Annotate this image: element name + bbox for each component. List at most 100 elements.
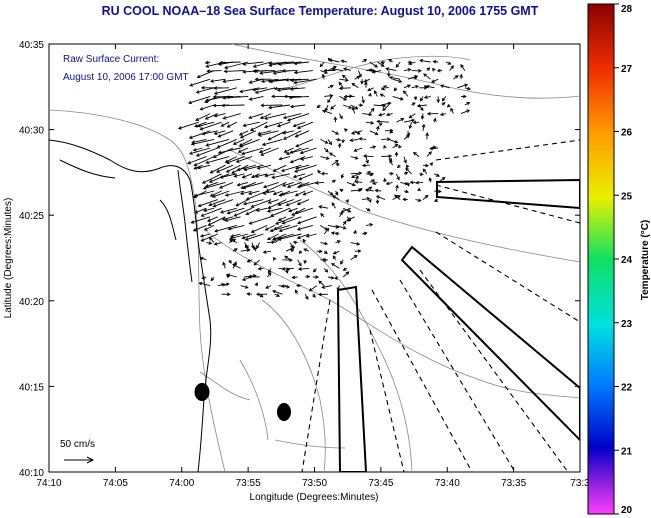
velocity-arrow-icon [359,138,367,140]
current-label-line2: August 10, 2006 17:00 GMT [63,72,189,83]
colorbar-tick-label: 26 [621,128,633,139]
colorbar-tick-label: 23 [621,319,633,330]
velocity-arrow-icon [245,211,250,216]
velocity-arrow-icon [213,242,218,246]
velocity-arrow-icon [286,184,291,189]
velocity-arrow-icon [214,130,226,135]
velocity-arrow-icon [277,121,291,127]
velocity-arrow-icon [226,164,241,173]
velocity-arrow-icon [205,156,230,164]
velocity-arrow-icon [289,95,310,99]
velocity-arrow-icon [422,124,425,131]
velocity-arrow-icon [369,108,375,114]
velocity-arrow-icon [188,100,192,105]
velocity-arrow-icon [324,268,329,273]
velocity-arrow-icon [278,61,302,65]
velocity-arrow-icon [330,104,336,110]
velocity-arrow-icon [284,147,294,153]
velocity-arrow-icon [324,107,329,112]
y-tick-label: 40:20 [19,297,44,308]
velocity-arrow-icon [460,64,464,68]
velocity-arrow-icon [233,138,245,145]
velocity-arrow-icon [253,61,272,68]
velocity-arrow-icon [408,125,413,130]
velocity-arrow-icon [279,224,298,232]
antenna-footprints [336,178,580,472]
velocity-arrow-icon [282,115,287,120]
velocity-arrow-icon [432,67,436,72]
velocity-arrow-icon [322,109,326,114]
velocity-arrow-icon [342,271,350,278]
velocity-arrow-icon [327,139,332,145]
velocity-arrow-icon [298,262,302,267]
velocity-arrow-icon [332,195,340,200]
velocity-arrow-icon [255,292,260,297]
velocity-arrow-icon [284,78,289,82]
velocity-arrow-icon [362,113,372,116]
velocity-arrow-icon [264,173,269,178]
velocity-arrow-icon [426,151,432,157]
velocity-arrow-icon [294,61,310,65]
velocity-arrow-icon [241,147,264,155]
velocity-arrow-icon [215,169,220,173]
velocity-arrow-icon [312,268,317,273]
velocity-arrow-icon [249,127,254,131]
velocity-arrow-icon [283,113,302,119]
velocity-arrow-icon [429,162,433,166]
velocity-arrow-icon [374,131,379,136]
x-axis-label: Longitude (Degrees:Minutes) [250,492,379,503]
velocity-arrow-icon [403,119,415,123]
velocity-arrow-icon [459,73,464,78]
velocity-arrow-icon [251,245,255,250]
velocity-arrow-icon [222,79,227,84]
velocity-arrow-icon [213,131,218,136]
velocity-arrow-icon [390,171,394,176]
velocity-arrow-icon [221,217,226,221]
velocity-arrow-icon [356,75,361,80]
velocity-arrow-icon [239,138,260,148]
velocity-arrow-icon [212,190,230,198]
velocity-arrow-icon [253,246,258,251]
velocity-arrow-icon [434,190,441,193]
velocity-arrow-icon [210,164,226,174]
velocity-arrow-icon [284,255,289,260]
velocity-arrow-icon [363,155,374,158]
velocity-arrow-icon [210,78,226,82]
velocity-arrow-icon [450,65,454,69]
velocity-arrow-icon [324,250,328,255]
velocity-arrow-icon [205,143,210,147]
velocity-arrow-icon [264,227,269,231]
velocity-arrow-icon [226,124,231,128]
velocity-arrow-icon [259,147,272,153]
velocity-arrow-icon [365,223,373,226]
velocity-arrow-icon [189,78,211,87]
velocity-arrow-icon [323,228,329,235]
velocity-arrow-icon [423,73,427,77]
velocity-arrow-icon [212,154,217,158]
velocity-arrow-icon [395,63,400,68]
velocity-arrow-icon [322,110,332,115]
velocity-arrow-icon [249,216,272,225]
velocity-arrow-icon [226,156,245,164]
velocity-arrow-icon [423,73,431,80]
velocity-arrow-icon [267,79,272,84]
velocity-arrow-icon [382,85,387,89]
velocity-arrow-icon [224,218,229,222]
velocity-arrow-icon [287,181,302,188]
velocity-arrow-icon [213,86,218,90]
velocity-arrow-icon [417,198,422,203]
velocity-arrow-icon [247,191,252,196]
velocity-arrow-icon [406,182,410,187]
velocity-arrow-icon [241,235,246,240]
velocity-arrow-icon [446,103,451,108]
velocity-arrow-icon [342,74,346,79]
colorbar-tick-label: 22 [621,383,633,394]
velocity-arrow-icon [369,61,378,68]
velocity-arrow-icon [320,70,328,74]
velocity-arrow-icon [394,143,399,148]
velocity-arrow-icon [239,89,244,94]
velocity-arrow-icon [429,146,434,151]
velocity-arrow-icon [353,229,357,234]
velocity-arrow-icon [229,236,234,240]
velocity-arrow-icon [428,151,432,155]
